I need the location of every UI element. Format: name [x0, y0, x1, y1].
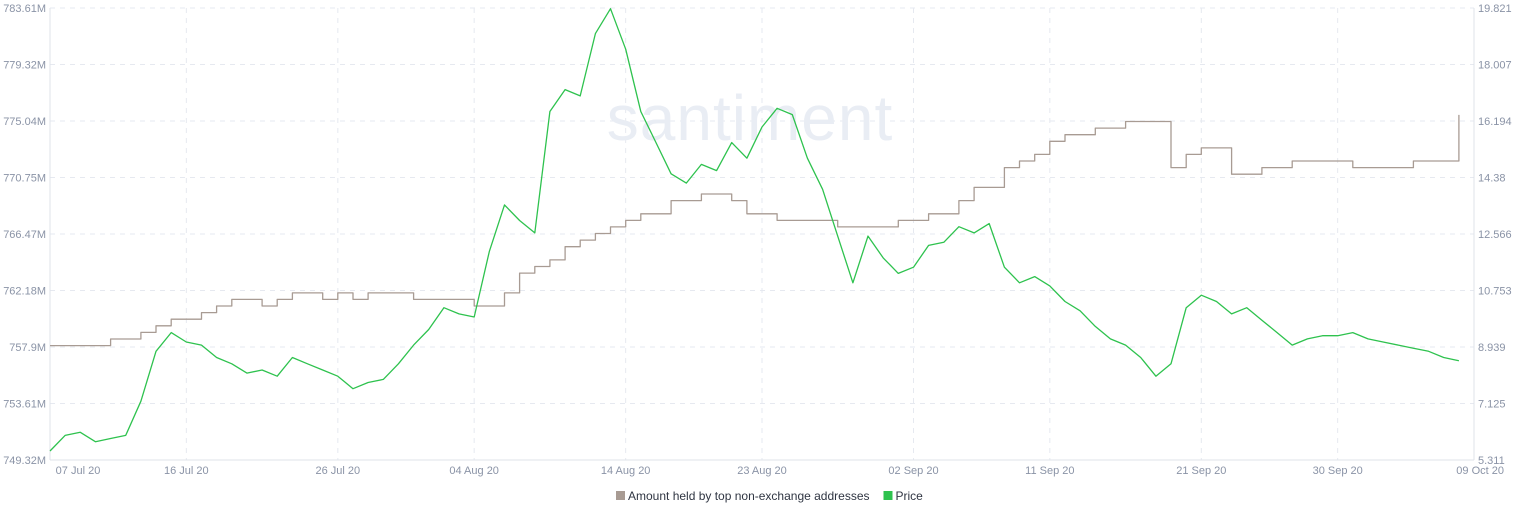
- legend: Amount held by top non-exchange addresse…: [616, 489, 923, 503]
- right-tick-label: 7.125: [1478, 399, 1506, 411]
- x-tick-label: 09 Oct 20: [1456, 465, 1504, 477]
- series-layer: [49, 8, 1460, 452]
- left-tick-label: 757.9M: [9, 342, 46, 354]
- right-tick-label: 10.753: [1478, 286, 1512, 298]
- x-tick-label: 07 Jul 20: [56, 465, 101, 477]
- grid: [49, 7, 1475, 461]
- x-tick-label: 21 Sep 20: [1176, 465, 1226, 477]
- left-tick-label: 783.61M: [3, 3, 46, 15]
- right-axis: 19.821 18.007 16.194 14.38 12.566 10.753 8.939…: [1478, 3, 1512, 467]
- left-tick-label: 749.32M: [3, 455, 46, 467]
- axis-frame: [49, 8, 1475, 461]
- x-axis: 07 Jul 20 16 Jul 20 26 Jul 20 04 Aug 20 14 A…: [56, 465, 1504, 477]
- left-axis: 783.61M 779.32M 775.04M 770.75M 766.47M 762.1…: [3, 3, 46, 467]
- x-tick-label: 16 Jul 20: [164, 465, 209, 477]
- series-line-price: [49, 8, 1460, 452]
- right-tick-label: 12.566: [1478, 229, 1512, 241]
- x-tick-label: 14 Aug 20: [601, 465, 651, 477]
- right-tick-label: 5.311: [1478, 455, 1505, 467]
- legend-item-holdings[interactable]: Amount held by top non-exchange addresse…: [616, 489, 870, 503]
- left-tick-label: 779.32M: [3, 60, 46, 72]
- left-tick-label: 775.04M: [3, 116, 46, 128]
- legend-label: Price: [896, 489, 924, 503]
- right-tick-label: 18.007: [1478, 60, 1512, 72]
- legend-item-price[interactable]: Price: [883, 489, 924, 503]
- right-tick-label: 16.194: [1478, 116, 1512, 128]
- x-tick-label: 23 Aug 20: [737, 465, 787, 477]
- left-tick-label: 766.47M: [3, 229, 46, 241]
- left-tick-label: 770.75M: [3, 173, 46, 185]
- left-tick-label: 753.61M: [3, 399, 46, 411]
- legend-swatch: [883, 491, 893, 500]
- legend-swatch: [616, 491, 625, 500]
- series-line-holdings: [50, 114, 1460, 347]
- left-tick-label: 762.18M: [3, 286, 46, 298]
- x-tick-label: 02 Sep 20: [888, 465, 938, 477]
- x-tick-label: 11 Sep 20: [1025, 465, 1074, 477]
- legend-label: Amount held by top non-exchange addresse…: [628, 489, 870, 503]
- x-tick-label: 26 Jul 20: [316, 465, 361, 477]
- right-tick-label: 8.939: [1478, 342, 1506, 354]
- right-tick-label: 14.38: [1478, 173, 1506, 185]
- right-tick-label: 19.821: [1478, 3, 1512, 15]
- x-tick-label: 04 Aug 20: [449, 465, 499, 477]
- x-tick-label: 30 Sep 20: [1313, 465, 1363, 477]
- watermark-text: santiment: [607, 82, 893, 154]
